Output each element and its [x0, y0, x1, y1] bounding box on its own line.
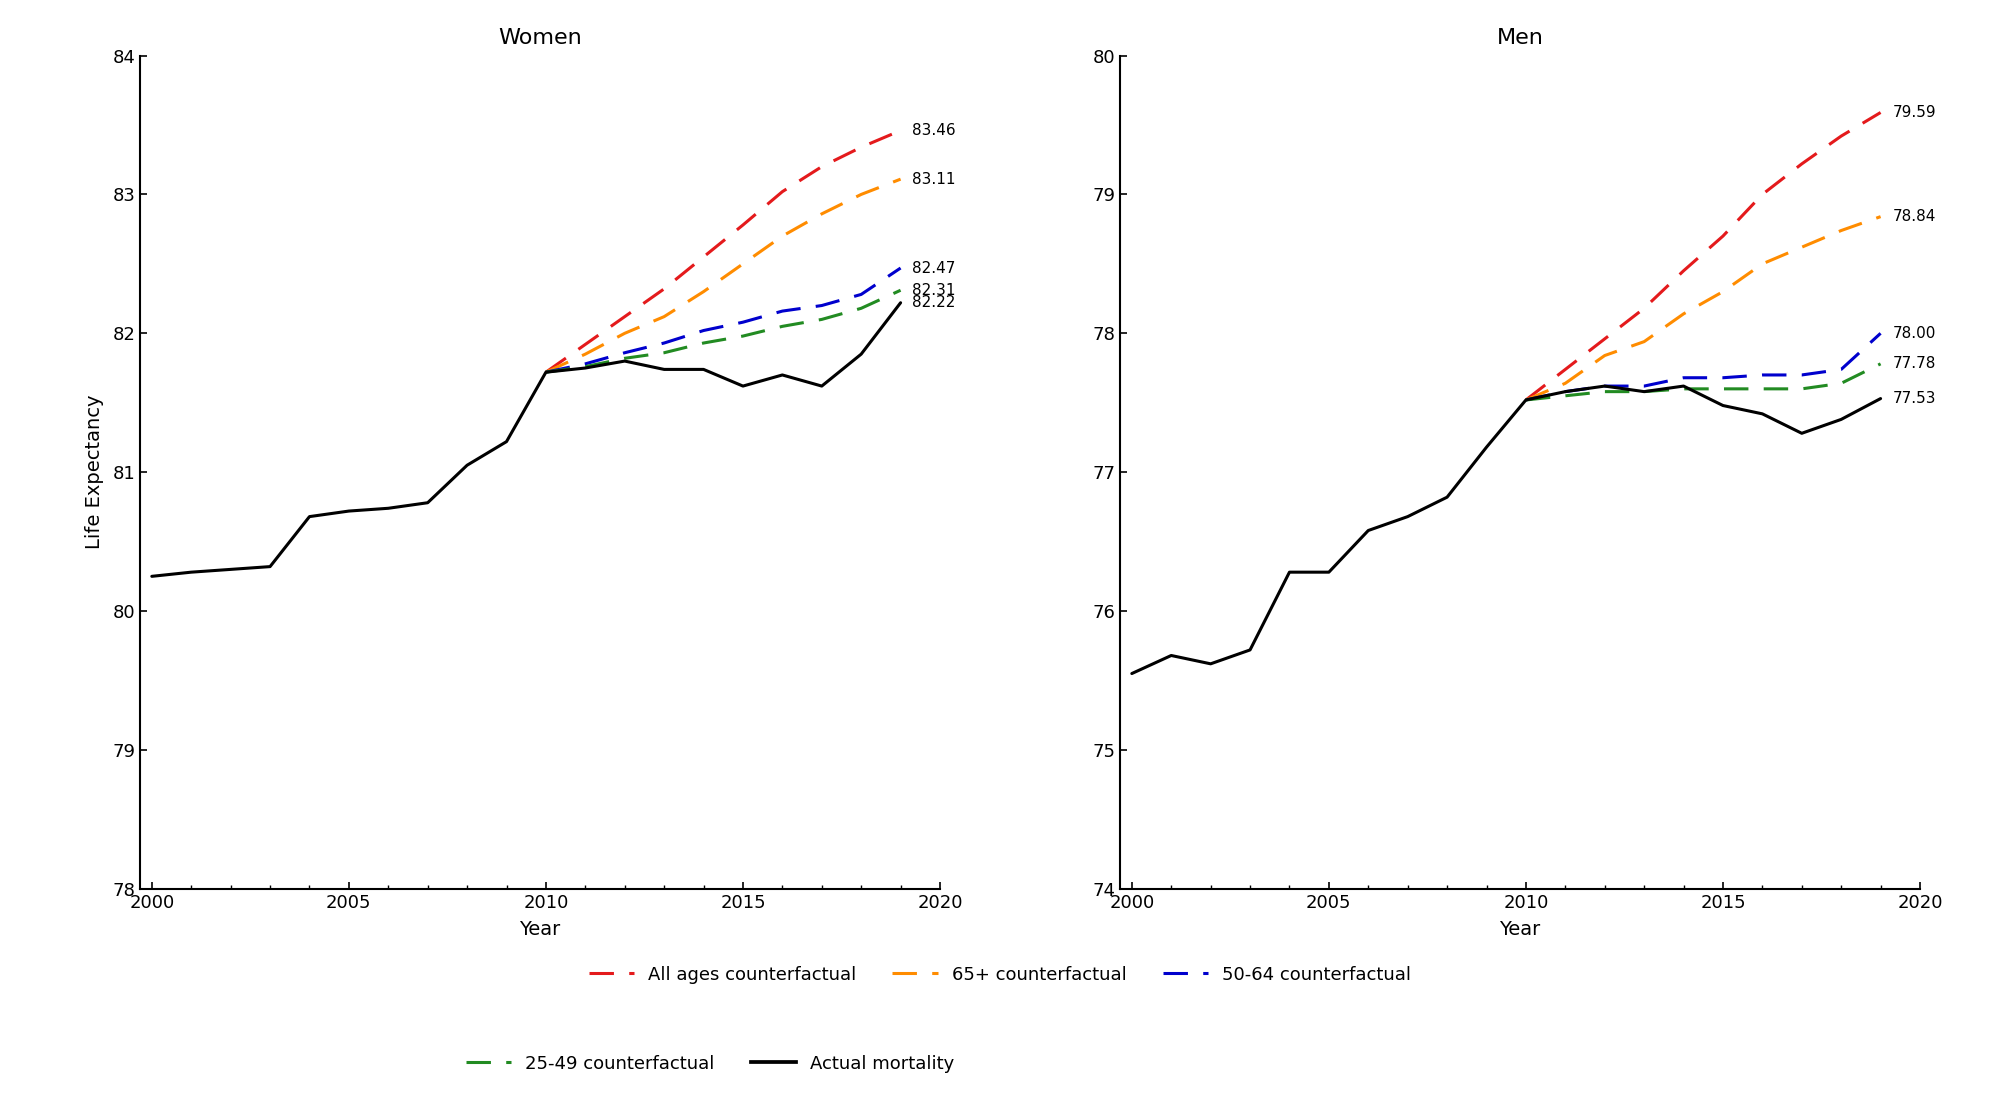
- Y-axis label: Life Expectancy: Life Expectancy: [84, 394, 104, 550]
- X-axis label: Year: Year: [1500, 920, 1540, 939]
- Text: 77.53: 77.53: [1892, 391, 1936, 407]
- Title: Men: Men: [1496, 29, 1544, 49]
- Text: 83.11: 83.11: [912, 171, 956, 187]
- Text: 82.31: 82.31: [912, 282, 956, 298]
- Text: 78.00: 78.00: [1892, 326, 1936, 341]
- Legend: All ages counterfactual, 65+ counterfactual, 50-64 counterfactual: All ages counterfactual, 65+ counterfact…: [582, 959, 1418, 991]
- Text: 83.46: 83.46: [912, 123, 956, 138]
- Legend: 25-49 counterfactual, Actual mortality: 25-49 counterfactual, Actual mortality: [458, 1048, 962, 1080]
- Text: 82.22: 82.22: [912, 296, 956, 310]
- Text: 79.59: 79.59: [1892, 104, 1936, 120]
- Title: Women: Women: [498, 29, 582, 49]
- Text: 77.78: 77.78: [1892, 357, 1936, 371]
- Text: 82.47: 82.47: [912, 260, 956, 276]
- Text: 78.84: 78.84: [1892, 209, 1936, 224]
- X-axis label: Year: Year: [520, 920, 560, 939]
